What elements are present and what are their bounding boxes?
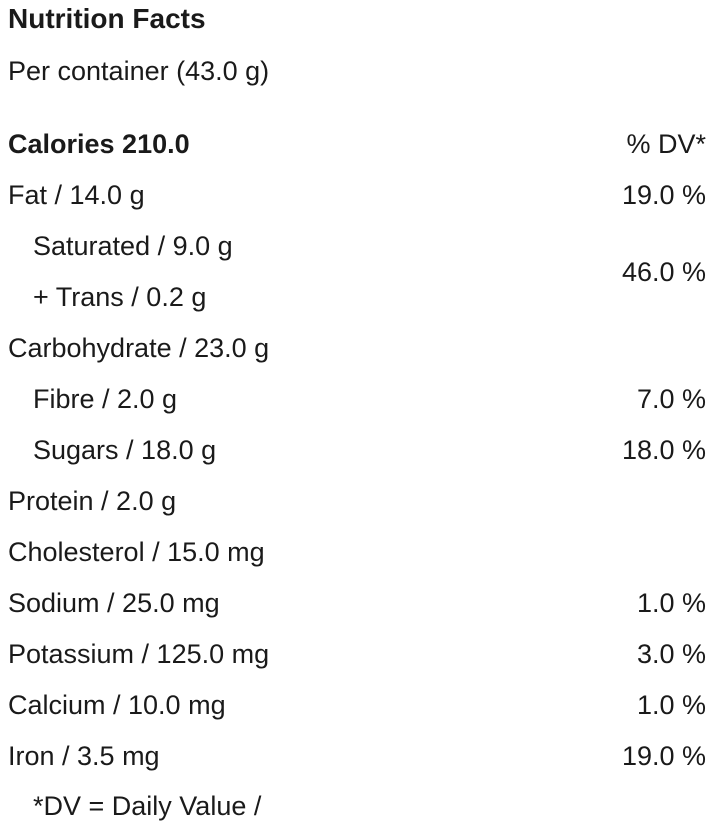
sodium-dv: 1.0 % [636, 588, 706, 618]
dv-header: % DV* [626, 129, 706, 159]
protein-row: Protein / 2.0 g [0, 484, 720, 518]
saturated-label: Saturated / 9.0 g [33, 231, 233, 261]
trans-row: + Trans / 0.2 g [0, 280, 720, 314]
sodium-label: Sodium / 25.0 mg [8, 588, 220, 618]
potassium-row: Potassium / 125.0 mg 3.0 % [0, 637, 720, 671]
fibre-row: Fibre / 2.0 g 7.0 % [0, 382, 720, 416]
fat-label: Fat / 14.0 g [8, 180, 145, 210]
saturated-trans-dv: 46.0 % [621, 257, 706, 287]
calcium-row: Calcium / 10.0 mg 1.0 % [0, 688, 720, 722]
sugars-dv: 18.0 % [621, 435, 706, 465]
protein-label: Protein / 2.0 g [8, 486, 177, 516]
iron-row: Iron / 3.5 mg 19.0 % [0, 739, 720, 773]
serving-size: Per container (43.0 g) [8, 56, 270, 86]
fibre-label: Fibre / 2.0 g [33, 384, 178, 414]
calories-row: Calories 210.0 % DV* [0, 127, 720, 161]
fat-dv: 19.0 % [621, 180, 706, 210]
trans-label: + Trans / 0.2 g [33, 282, 207, 312]
iron-label: Iron / 3.5 mg [8, 741, 160, 771]
fat-row: Fat / 14.0 g 19.0 % [0, 178, 720, 212]
potassium-label: Potassium / 125.0 mg [8, 639, 270, 669]
sugars-label: Sugars / 18.0 g [33, 435, 217, 465]
sugars-row: Sugars / 18.0 g 18.0 % [0, 433, 720, 467]
carbohydrate-label: Carbohydrate / 23.0 g [8, 333, 270, 363]
cholesterol-label: Cholesterol / 15.0 mg [8, 537, 265, 567]
potassium-dv: 3.0 % [636, 639, 706, 669]
calcium-dv: 1.0 % [636, 690, 706, 720]
fibre-dv: 7.0 % [636, 384, 706, 414]
panel-title: Nutrition Facts [8, 3, 206, 34]
iron-dv: 19.0 % [621, 741, 706, 771]
calcium-label: Calcium / 10.0 mg [8, 690, 226, 720]
cholesterol-row: Cholesterol / 15.0 mg [0, 535, 720, 569]
sodium-row: Sodium / 25.0 mg 1.0 % [0, 586, 720, 620]
daily-value-footnote: *DV = Daily Value / [33, 791, 262, 821]
carbohydrate-row: Carbohydrate / 23.0 g [0, 331, 720, 365]
calories-label: Calories 210.0 [8, 129, 190, 159]
saturated-row: Saturated / 9.0 g [0, 229, 720, 263]
